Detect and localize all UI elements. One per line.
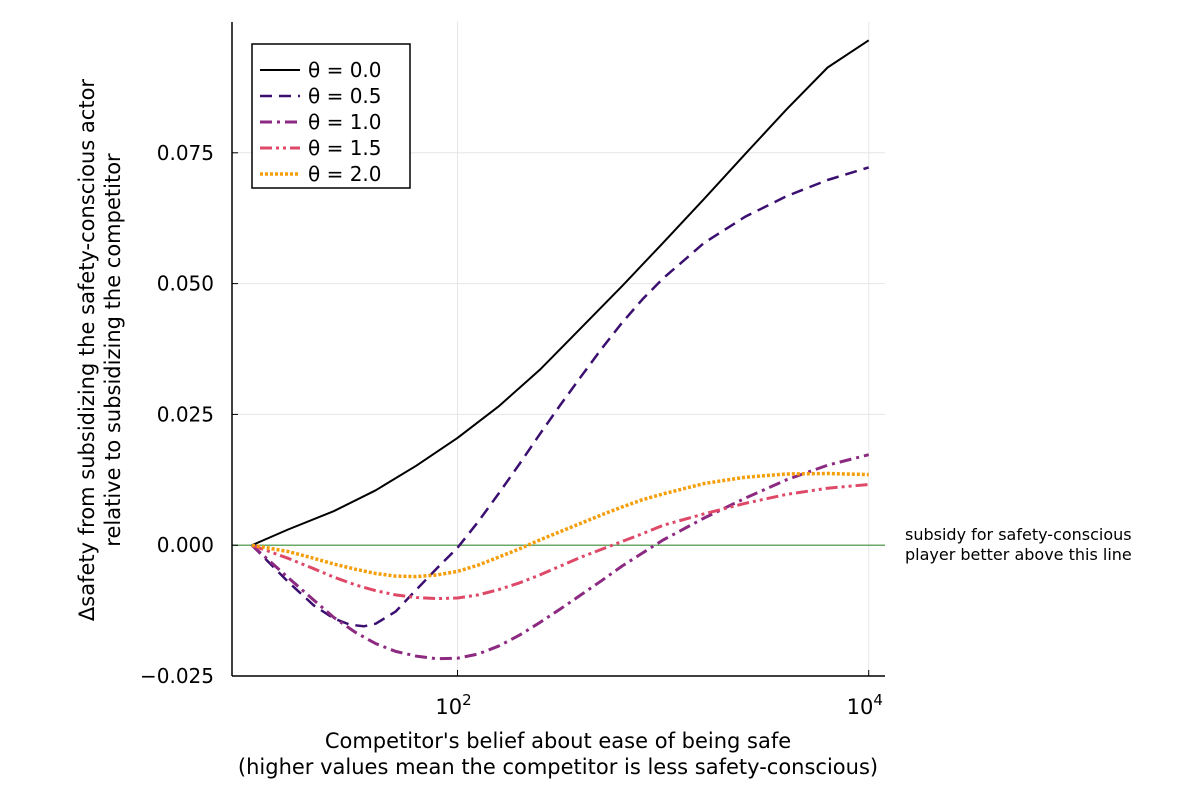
y-tick-label: 0.075 xyxy=(157,141,214,165)
y-tick-label: 0.050 xyxy=(157,272,214,296)
y-axis-label-line1: Δsafety from subsidizing the safety-cons… xyxy=(75,79,99,621)
legend-label-4: θ = 2.0 xyxy=(308,162,382,186)
x-axis-label-line1: Competitor's belief about ease of being … xyxy=(325,729,791,753)
series-line-3 xyxy=(251,483,869,601)
series-line-2 xyxy=(250,453,870,661)
legend: θ = 0.0θ = 0.5θ = 1.0θ = 1.5θ = 2.0 xyxy=(251,43,411,189)
x-tick-label: 104 xyxy=(847,691,883,719)
x-axis-label-line2: (higher values mean the competitor is le… xyxy=(238,755,878,779)
legend-label-0: θ = 0.0 xyxy=(308,58,382,82)
legend-label-1: θ = 0.5 xyxy=(308,84,382,108)
series-line-1 xyxy=(251,166,870,628)
annotation-line2: player better above this line xyxy=(905,545,1132,564)
legend-label-2: θ = 1.0 xyxy=(308,110,382,134)
series-line-4 xyxy=(251,471,869,579)
y-tick-label: 0.025 xyxy=(157,402,214,426)
legend-label-3: θ = 1.5 xyxy=(308,136,382,160)
y-tick-labels: −0.025 0.000 0.025 0.050 0.075 xyxy=(140,141,238,688)
y-tick-label: −0.025 xyxy=(140,664,214,688)
series-line-0 xyxy=(251,39,870,547)
series-lines xyxy=(250,39,870,661)
y-tick-label: 0.000 xyxy=(157,533,214,557)
x-tick-labels: 102 104 xyxy=(435,670,883,719)
legend-box xyxy=(251,43,411,189)
annotation-line1: subsidy for safety-conscious xyxy=(905,525,1132,544)
y-axis-label-line2: relative to subsidizing the competitor xyxy=(101,153,125,547)
axes xyxy=(231,22,885,677)
x-tick-label: 102 xyxy=(435,691,471,719)
